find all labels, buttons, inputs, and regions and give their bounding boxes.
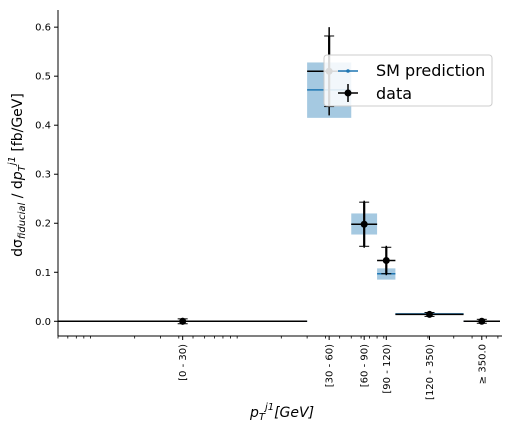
data-point-0 <box>179 317 187 325</box>
legend-sm-marker <box>346 69 350 73</box>
axes: 0.00.10.20.30.40.50.6 [0 - 30) [30 - 60)[… <box>35 10 502 400</box>
legend-sm-label: SM prediction <box>376 61 485 80</box>
y-tick-label-2: 0.2 <box>35 219 51 230</box>
legend-data-marker <box>344 89 352 97</box>
legend-data-label: data <box>376 84 412 103</box>
y-tick-label-5: 0.5 <box>35 72 51 83</box>
legend-frame <box>323 54 493 107</box>
data-point-4 <box>426 310 434 318</box>
x-tick-label-4: [120 - 350) <box>425 344 436 400</box>
x-axis-title: pTj1[GeV] <box>249 402 314 423</box>
x-tick-label-2: [60 - 90) <box>360 344 371 387</box>
y-axis-title: dσfiducial / dpTj1 [fb/GeV] <box>7 93 28 257</box>
y-tick-label-0: 0.0 <box>35 317 51 328</box>
y-tick-label-1: 0.1 <box>35 268 51 279</box>
legend: SM prediction data <box>323 54 493 107</box>
x-ticks: [0 - 30) [30 - 60) [60 - 90) [90 - 120) [120… <box>57 336 499 400</box>
x-tick-label-0: [0 - 30) <box>178 344 189 381</box>
y-tick-label-4: 0.4 <box>35 121 51 132</box>
data-point-3 <box>382 257 390 265</box>
data-point-2 <box>360 220 368 228</box>
y-ticks: 0.0 0.1 0.2 0.3 0.4 0.5 0.6 <box>35 23 58 328</box>
y-tick-label-3: 0.3 <box>35 170 51 181</box>
x-tick-label-3: [90 - 120) <box>382 344 393 394</box>
data-point-5 <box>478 317 486 325</box>
x-tick-label-5: ≥ 350.0 <box>477 344 488 384</box>
x-tick-label-1: [30 - 60) <box>325 344 336 387</box>
y-tick-label-6: 0.6 <box>35 23 51 34</box>
